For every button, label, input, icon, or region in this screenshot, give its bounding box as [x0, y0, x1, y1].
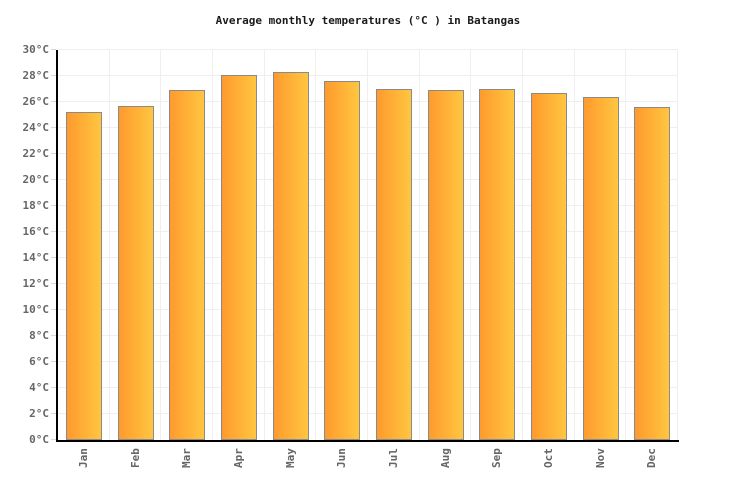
y-axis-tick — [51, 49, 56, 50]
gridline-horizontal — [58, 231, 678, 232]
gridline-vertical — [522, 50, 523, 440]
y-axis-tick-label: 20°C — [22, 173, 50, 186]
gridline-horizontal — [58, 335, 678, 336]
y-axis-tick — [51, 283, 56, 284]
x-axis-label-oct: Oct — [541, 448, 555, 468]
y-axis-tick-label: 30°C — [22, 43, 50, 56]
y-axis-tick-label: 18°C — [22, 199, 50, 212]
gridline-horizontal — [58, 283, 678, 284]
gridline-horizontal — [58, 127, 678, 128]
gridline-horizontal — [58, 153, 678, 154]
y-axis-tick — [51, 413, 56, 414]
y-axis-tick-label: 14°C — [22, 251, 50, 264]
gridline-vertical — [160, 50, 162, 440]
gridline-vertical — [418, 50, 420, 440]
y-axis-tick — [51, 257, 56, 258]
y-axis-tick — [51, 361, 56, 362]
y-axis-tick — [51, 309, 56, 310]
x-axis-line — [56, 440, 679, 442]
x-axis-label-jan: Jan — [76, 448, 90, 468]
gridline-vertical — [315, 50, 317, 440]
gridline-vertical — [212, 50, 213, 440]
gridline-horizontal — [58, 413, 678, 414]
y-axis-tick — [51, 127, 56, 128]
bar-feb — [117, 105, 154, 440]
x-axis-label-aug: Aug — [438, 448, 452, 468]
y-axis-tick — [51, 101, 56, 102]
x-axis-label-dec: Dec — [645, 448, 659, 468]
x-axis-label-sep: Sep — [490, 448, 504, 468]
bar-nov — [582, 96, 619, 440]
y-axis-tick-label: 24°C — [22, 121, 50, 134]
gridline-horizontal — [58, 101, 678, 102]
y-axis-tick-label: 10°C — [22, 303, 50, 316]
y-axis-tick-label: 22°C — [22, 147, 50, 160]
x-axis-label-may: May — [283, 448, 297, 468]
gridline-horizontal — [58, 361, 678, 362]
bar-mar — [169, 90, 206, 440]
bar-jul — [375, 89, 412, 440]
gridline-vertical — [367, 50, 368, 440]
bar-oct — [530, 92, 567, 440]
x-axis-label-nov: Nov — [593, 448, 607, 468]
y-axis-tick — [51, 75, 56, 76]
gridline-horizontal — [58, 179, 678, 180]
bar-apr — [220, 74, 257, 440]
y-axis-tick — [51, 335, 56, 336]
y-axis-tick — [51, 439, 56, 440]
y-axis-tick-label: 28°C — [22, 69, 50, 82]
y-axis-tick — [51, 231, 56, 232]
bar-jun — [324, 81, 361, 440]
y-axis-tick — [51, 205, 56, 206]
y-axis-tick-label: 8°C — [29, 329, 49, 342]
x-axis-label-feb: Feb — [128, 448, 142, 468]
gridline-horizontal — [58, 387, 678, 388]
gridline-vertical — [470, 50, 472, 440]
x-axis-label-apr: Apr — [231, 448, 245, 468]
bar-jan — [65, 112, 102, 440]
y-axis-line — [56, 50, 58, 442]
y-axis-tick-label: 6°C — [29, 355, 49, 368]
gridline-vertical — [677, 50, 678, 440]
y-axis-tick-label: 26°C — [22, 95, 50, 108]
gridline-vertical — [108, 50, 110, 440]
chart-title: Average monthly temperatures (°C ) in Ba… — [215, 14, 521, 27]
bar-aug — [427, 90, 464, 440]
y-axis-tick-label: 12°C — [22, 277, 50, 290]
y-axis-tick-label: 4°C — [29, 381, 49, 394]
gridline-horizontal — [58, 205, 678, 206]
y-axis-tick-label: 0°C — [29, 433, 49, 446]
gridline-vertical — [263, 50, 265, 440]
x-axis-label-mar: Mar — [180, 448, 194, 468]
y-axis-tick — [51, 153, 56, 154]
bar-sep — [479, 89, 516, 440]
bar-may — [272, 72, 309, 440]
y-axis-tick-label: 16°C — [22, 225, 50, 238]
bar-dec — [634, 107, 671, 440]
x-axis-label-jun: Jun — [335, 448, 349, 468]
x-axis-label-jul: Jul — [386, 448, 400, 468]
gridline-vertical — [625, 50, 627, 440]
gridline-horizontal — [58, 49, 678, 50]
y-axis-tick-label: 2°C — [29, 407, 49, 420]
gridline-horizontal — [58, 75, 678, 76]
y-axis-tick — [51, 387, 56, 388]
gridline-horizontal — [58, 257, 678, 258]
y-axis-tick — [51, 179, 56, 180]
gridline-vertical — [573, 50, 575, 440]
gridline-horizontal — [58, 309, 678, 310]
